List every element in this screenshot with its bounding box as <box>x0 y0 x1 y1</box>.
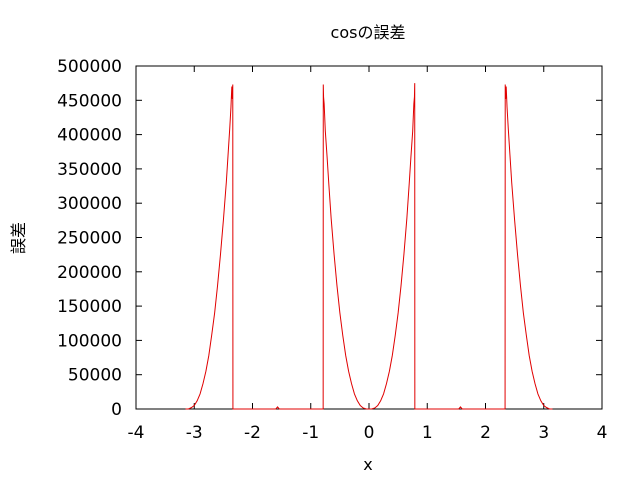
x-tick-label: 1 <box>422 423 433 443</box>
y-ticks: 0 50000 100000 150000 200000 250000 300000 3500… <box>57 57 602 420</box>
x-axis-label: x <box>363 455 372 474</box>
x-tick-label: 4 <box>597 423 608 443</box>
y-tick-label: 400000 <box>57 126 122 146</box>
y-tick-label: 0 <box>111 400 122 420</box>
y-tick-label: 450000 <box>57 91 122 111</box>
series-layer <box>185 83 553 410</box>
y-tick-label: 200000 <box>57 263 122 283</box>
x-tick-label: -4 <box>128 423 145 443</box>
y-tick-label: 250000 <box>57 229 122 249</box>
chart-title: cosの誤差 <box>331 23 406 42</box>
x-tick-label: -3 <box>186 423 203 443</box>
series-line <box>185 83 553 410</box>
y-tick-label: 500000 <box>57 57 122 77</box>
y-tick-label: 350000 <box>57 160 122 180</box>
y-tick-label: 150000 <box>57 297 122 317</box>
x-tick-label: 3 <box>538 423 549 443</box>
plot-frame <box>135 65 603 410</box>
x-tick-label: -1 <box>302 423 319 443</box>
y-axis-label: 誤差 <box>9 222 28 254</box>
x-ticks: -4 -3 -2 -1 0 1 2 3 4 <box>128 66 608 443</box>
x-tick-label: 2 <box>480 423 491 443</box>
x-tick-label: -2 <box>244 423 261 443</box>
y-tick-label: 300000 <box>57 194 122 214</box>
x-tick-label: 0 <box>364 423 375 443</box>
y-tick-label: 50000 <box>68 366 122 386</box>
y-tick-label: 100000 <box>57 331 122 351</box>
